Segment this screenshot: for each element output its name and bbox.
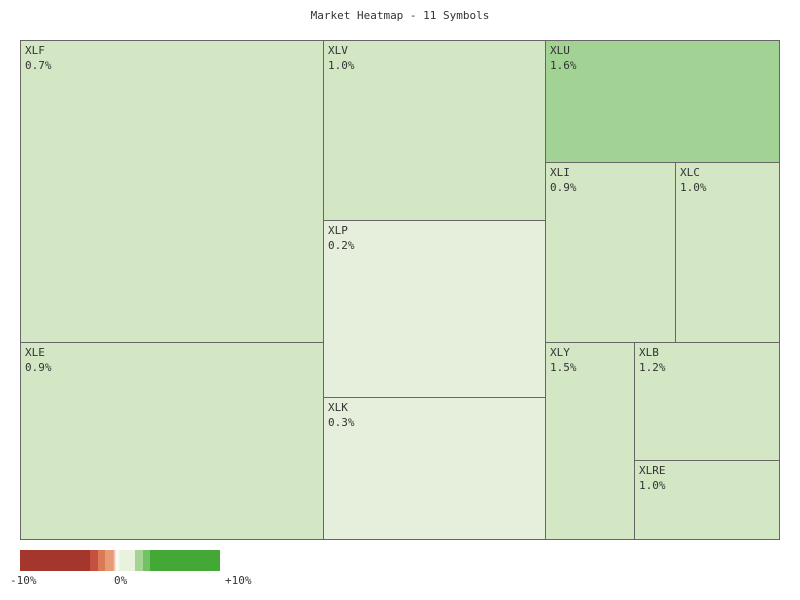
cell-change: 1.2%	[639, 361, 666, 374]
chart-title: Market Heatmap - 11 Symbols	[310, 9, 490, 22]
cell-symbol: XLY	[550, 346, 570, 359]
legend-min-label: -10%	[10, 574, 37, 587]
treemap-cell-xlv[interactable]: XLV 1.0%	[323, 40, 546, 221]
legend-swatch	[105, 550, 113, 571]
cell-symbol: XLRE	[639, 464, 666, 477]
treemap-cell-xlu[interactable]: XLU 1.6%	[545, 40, 780, 163]
treemap-cell-xle[interactable]: XLE 0.9%	[20, 342, 324, 540]
cell-symbol: XLK	[328, 401, 348, 414]
legend-swatch	[143, 550, 150, 571]
cell-change: 1.6%	[550, 59, 577, 72]
treemap-cell-xlp[interactable]: XLP 0.2%	[323, 220, 546, 398]
cell-symbol: XLE	[25, 346, 45, 359]
cell-change: 0.2%	[328, 239, 355, 252]
treemap-cell-xlc[interactable]: XLC 1.0%	[675, 162, 780, 343]
cell-symbol: XLV	[328, 44, 348, 57]
cell-change: 1.5%	[550, 361, 577, 374]
legend-swatch	[113, 550, 120, 571]
cell-change: 0.3%	[328, 416, 355, 429]
cell-symbol: XLP	[328, 224, 348, 237]
legend-swatch	[90, 550, 98, 571]
cell-symbol: XLC	[680, 166, 700, 179]
cell-change: 1.0%	[328, 59, 355, 72]
cell-change: 1.0%	[680, 181, 707, 194]
treemap: XLF 0.7% XLE 0.9% XLV 1.0% XLP 0.2% XLK 0.3% XLU 1.…	[20, 40, 780, 540]
legend-mid-label: 0%	[114, 574, 128, 587]
cell-change: 1.0%	[639, 479, 666, 492]
cell-symbol: XLB	[639, 346, 659, 359]
treemap-cell-xlb[interactable]: XLB 1.2%	[634, 342, 780, 461]
cell-change: 0.9%	[25, 361, 52, 374]
color-legend	[20, 550, 220, 571]
cell-change: 0.9%	[550, 181, 577, 194]
treemap-cell-xlk[interactable]: XLK 0.3%	[323, 397, 546, 540]
legend-swatch	[20, 550, 90, 571]
legend-max-label: +10%	[225, 574, 252, 587]
legend-swatch	[150, 550, 220, 571]
cell-symbol: XLI	[550, 166, 570, 179]
treemap-cell-xlre[interactable]: XLRE 1.0%	[634, 460, 780, 540]
legend-swatch	[120, 550, 135, 571]
legend-swatch	[98, 550, 105, 571]
cell-symbol: XLU	[550, 44, 570, 57]
treemap-cell-xli[interactable]: XLI 0.9%	[545, 162, 676, 343]
cell-change: 0.7%	[25, 59, 52, 72]
legend-swatch	[135, 550, 143, 571]
treemap-cell-xly[interactable]: XLY 1.5%	[545, 342, 635, 540]
treemap-cell-xlf[interactable]: XLF 0.7%	[20, 40, 324, 343]
cell-symbol: XLF	[25, 44, 45, 57]
